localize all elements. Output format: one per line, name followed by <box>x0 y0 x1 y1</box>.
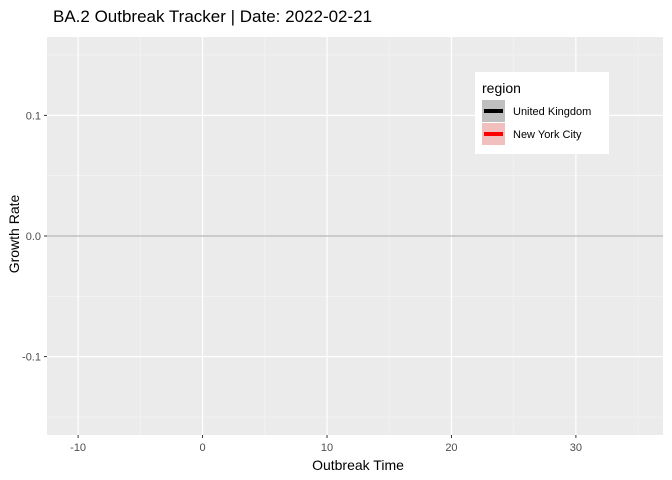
x-tick-label: -10 <box>70 442 86 454</box>
y-tick-label: 0.1 <box>26 110 41 122</box>
x-axis-title: Outbreak Time <box>312 457 404 473</box>
y-tick-label: 0.0 <box>26 231 41 243</box>
x-axis: -10 0 10 20 30 <box>70 435 582 454</box>
legend-label: New York City <box>513 129 582 141</box>
x-tick-label: 30 <box>570 442 582 454</box>
legend-label: United Kingdom <box>513 106 591 118</box>
legend: region United Kingdom New York City <box>475 72 609 154</box>
legend-item: New York City <box>482 123 582 145</box>
legend-item: United Kingdom <box>482 100 591 122</box>
x-tick-label: 20 <box>445 442 457 454</box>
legend-title: region <box>482 80 521 96</box>
x-tick-label: 10 <box>321 442 333 454</box>
y-axis-title: Growth Rate <box>6 194 22 273</box>
x-tick-label: 0 <box>199 442 205 454</box>
y-axis: -0.1 0.0 0.1 <box>22 110 47 364</box>
chart-title: BA.2 Outbreak Tracker | Date: 2022-02-21 <box>53 7 372 26</box>
y-tick-label: -0.1 <box>22 352 41 364</box>
